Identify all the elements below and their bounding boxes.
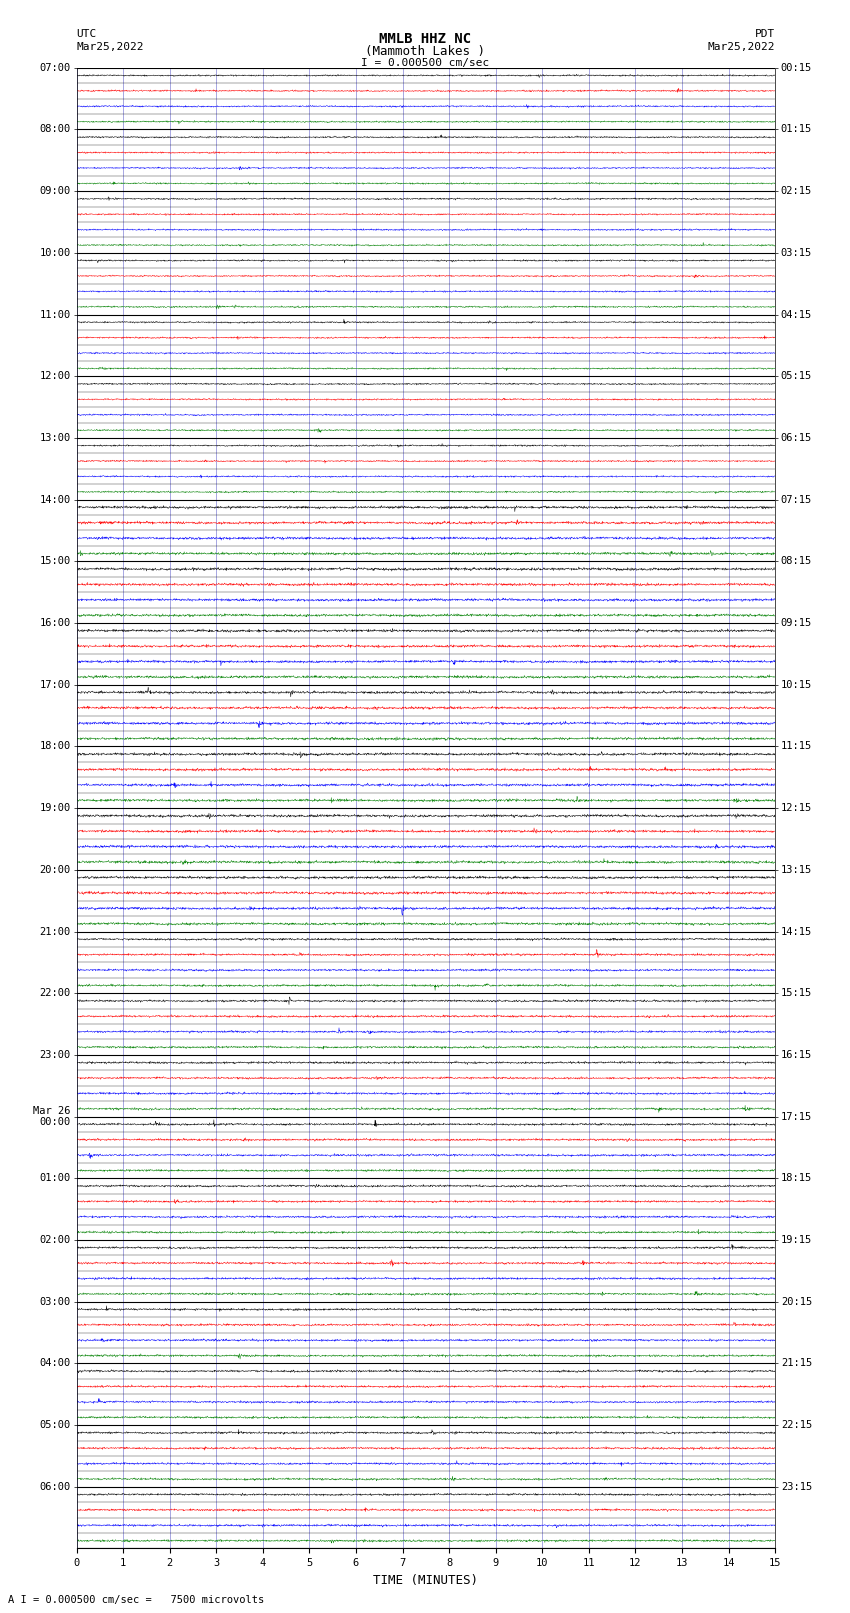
X-axis label: TIME (MINUTES): TIME (MINUTES) [373,1574,479,1587]
Text: Mar25,2022: Mar25,2022 [708,42,775,52]
Text: A I = 0.000500 cm/sec =   7500 microvolts: A I = 0.000500 cm/sec = 7500 microvolts [8,1595,264,1605]
Text: (Mammoth Lakes ): (Mammoth Lakes ) [365,45,485,58]
Text: PDT: PDT [755,29,775,39]
Text: Mar25,2022: Mar25,2022 [76,42,144,52]
Text: UTC: UTC [76,29,97,39]
Text: I = 0.000500 cm/sec: I = 0.000500 cm/sec [361,58,489,68]
Text: MMLB HHZ NC: MMLB HHZ NC [379,32,471,47]
